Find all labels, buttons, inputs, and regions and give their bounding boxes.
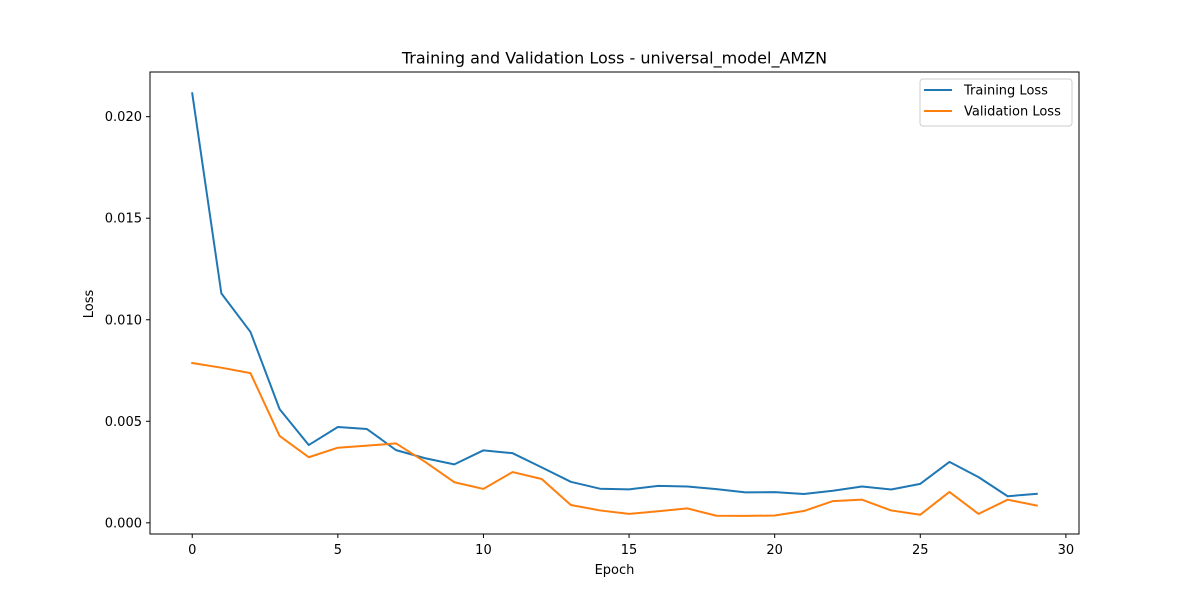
legend-label: Validation Loss xyxy=(964,105,1061,120)
x-tick-label: 25 xyxy=(912,543,929,558)
chart-title: Training and Validation Loss - universal… xyxy=(401,49,827,69)
x-tick-label: 5 xyxy=(334,543,342,558)
series-line-validation-loss xyxy=(191,361,1038,517)
plot-area-frame xyxy=(149,71,1080,535)
y-axis-label: Loss xyxy=(82,290,97,319)
x-tick-label: 30 xyxy=(1058,543,1075,558)
y-axis-ticks: 0.000 0.005 0.010 0.015 0.020 xyxy=(105,110,150,531)
y-tick-label: 0.020 xyxy=(105,110,142,125)
y-tick-label: 0.005 xyxy=(105,415,142,430)
x-tick-label: 20 xyxy=(766,543,783,558)
x-tick-label: 10 xyxy=(475,543,492,558)
x-tick-label: 0 xyxy=(188,543,196,558)
x-axis-ticks: 0 5 10 15 20 25 30 xyxy=(188,534,1074,558)
y-tick-label: 0.010 xyxy=(105,313,142,328)
y-tick-label: 0.015 xyxy=(105,212,142,227)
y-tick-label: 0.000 xyxy=(105,516,142,531)
legend-label: Training Loss xyxy=(963,84,1048,99)
series-line-training-loss xyxy=(191,92,1038,498)
legend: Training Loss Validation Loss xyxy=(919,78,1073,127)
x-axis-label: Epoch xyxy=(595,563,635,578)
x-tick-label: 15 xyxy=(621,543,638,558)
plot-series xyxy=(191,92,1038,517)
legend-box xyxy=(919,78,1073,127)
